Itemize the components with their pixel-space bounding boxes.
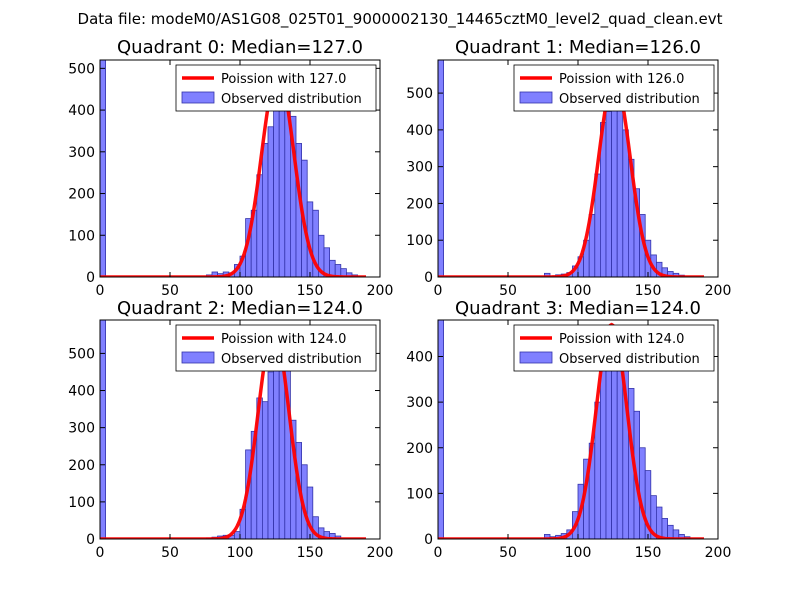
histogram-bar [616, 107, 624, 277]
y-tick-label: 300 [406, 395, 433, 411]
y-tick-label: 200 [406, 196, 433, 212]
legend-bar-label: Observed distribution [559, 92, 700, 107]
legend-bar-label: Observed distribution [559, 352, 700, 367]
legend-curve-label: Poission with 126.0 [559, 72, 684, 87]
figure-suptitle: Data file: modeM0/AS1G08_025T01_90000021… [78, 10, 723, 29]
y-tick-label: 100 [68, 495, 95, 511]
x-tick-label: 100 [227, 283, 254, 299]
histogram-bar [656, 506, 663, 539]
x-tick-label: 100 [565, 283, 592, 299]
legend-curve-label: Poission with 124.0 [559, 332, 684, 347]
y-tick-label: 300 [406, 160, 433, 176]
histogram-bar [100, 320, 106, 539]
x-tick-label: 200 [367, 283, 394, 299]
y-tick-label: 200 [406, 441, 433, 457]
plot-area [438, 60, 705, 277]
histogram-bar [667, 524, 674, 539]
histogram-bar [306, 486, 314, 539]
x-tick-label: 150 [635, 545, 662, 561]
y-tick-label: 400 [406, 350, 433, 366]
y-tick-label: 100 [68, 228, 95, 244]
legend-bar-label: Observed distribution [221, 92, 362, 107]
histogram-bar [605, 346, 612, 539]
histogram-bar [438, 60, 444, 277]
panel-title: Quadrant 1: Median=126.0 [455, 37, 701, 58]
plot-area [100, 320, 367, 539]
y-tick-label: 300 [68, 145, 95, 161]
panel-title: Quadrant 0: Median=127.0 [117, 37, 363, 58]
legend: Poission with 126.0 Observed distribution [513, 64, 715, 112]
panel-quadrant-1: Quadrant 1: Median=126.0 0 50 100 150 200 0 10… [406, 37, 731, 299]
x-tick-label: 50 [161, 283, 179, 299]
y-tick-label: 300 [68, 421, 95, 437]
histogram-bar [661, 518, 668, 539]
legend: Poission with 127.0 Observed distribution [175, 64, 377, 112]
histogram-bar [605, 111, 612, 277]
y-tick-label: 100 [406, 233, 433, 249]
histogram-bar [600, 369, 607, 539]
poisson-curve [438, 76, 705, 277]
x-tick-label: 50 [161, 545, 179, 561]
histogram-bar [100, 60, 106, 277]
x-tick-label: 200 [367, 545, 394, 561]
histogram-bar [273, 345, 280, 539]
panel-title: Quadrant 2: Median=124.0 [117, 298, 363, 319]
legend: Poission with 124.0 Observed distribution [513, 324, 715, 372]
y-tick-label: 500 [68, 346, 95, 362]
y-tick-label: 0 [86, 532, 95, 548]
histogram-bar [622, 129, 629, 277]
y-tick-label: 0 [424, 532, 433, 548]
x-tick-label: 100 [227, 545, 254, 561]
y-tick-label: 200 [68, 458, 95, 474]
y-tick-label: 200 [68, 187, 95, 203]
x-tick-label: 50 [499, 545, 517, 561]
legend-bar-swatch [519, 351, 553, 364]
histogram-bar [267, 126, 274, 277]
x-tick-label: 200 [705, 283, 732, 299]
poisson-curve [100, 327, 367, 539]
x-tick-label: 150 [635, 283, 662, 299]
histogram-bar [438, 320, 444, 539]
x-tick-label: 200 [705, 545, 732, 561]
y-tick-label: 500 [68, 61, 95, 77]
legend-bar-label: Observed distribution [221, 352, 362, 367]
x-tick-label: 0 [434, 283, 443, 299]
y-tick-label: 500 [406, 86, 433, 102]
panel-title: Quadrant 3: Median=124.0 [455, 298, 701, 319]
legend-bar-swatch [519, 91, 553, 104]
x-tick-label: 0 [434, 545, 443, 561]
legend-bar-swatch [181, 351, 215, 364]
histogram-bar [267, 371, 274, 539]
histogram-bar [261, 143, 269, 277]
y-tick-label: 0 [86, 270, 95, 286]
x-tick-label: 0 [96, 545, 105, 561]
panel-quadrant-2: Quadrant 2: Median=124.0 0 50 100 150 200 0 10… [68, 298, 393, 561]
x-tick-label: 0 [96, 283, 105, 299]
y-tick-label: 400 [406, 123, 433, 139]
x-tick-label: 150 [297, 283, 324, 299]
y-tick-label: 400 [68, 384, 95, 400]
legend: Poission with 124.0 Observed distribution [175, 324, 377, 372]
histogram-bar [261, 401, 269, 539]
legend-curve-label: Poission with 127.0 [221, 72, 346, 87]
y-tick-label: 0 [424, 270, 433, 286]
y-tick-label: 100 [406, 486, 433, 502]
y-tick-label: 400 [68, 103, 95, 119]
x-tick-label: 100 [565, 545, 592, 561]
legend-curve-label: Poission with 124.0 [221, 332, 346, 347]
panel-quadrant-0: Quadrant 0: Median=127.0 0 50 100 150 200 0 10… [68, 37, 393, 299]
poisson-curve [100, 70, 367, 277]
histogram-bar [233, 531, 241, 539]
plot-area [438, 320, 705, 539]
x-tick-label: 50 [499, 283, 517, 299]
poisson-curve [438, 322, 705, 539]
x-tick-label: 150 [297, 545, 324, 561]
legend-bar-swatch [181, 91, 215, 104]
panel-quadrant-3: Quadrant 3: Median=124.0 0 50 100 150 200 0 10… [406, 298, 731, 561]
